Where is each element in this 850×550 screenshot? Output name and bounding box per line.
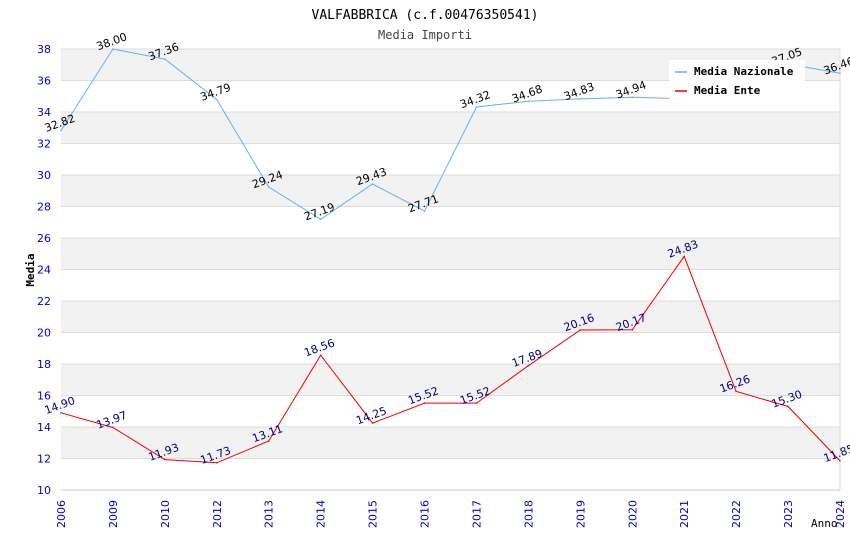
data-point — [527, 364, 530, 367]
data-point — [216, 461, 218, 464]
data-label: 34.32 — [458, 88, 492, 111]
x-tick-labels: 2006 2009 2010 2012 2013 2014 2015 2016 2017 2018… — [55, 500, 847, 528]
y-tick-label: 20 — [37, 327, 51, 340]
data-point — [319, 218, 322, 221]
data-point — [631, 329, 634, 331]
band — [61, 238, 840, 270]
y-tick-label: 30 — [37, 169, 51, 182]
data-point — [60, 129, 62, 132]
y-tick-labels: 10 12 14 16 18 20 22 24 26 28 30 32 34 36 38 — [37, 43, 51, 497]
y-tick-label: 32 — [37, 138, 51, 151]
x-tick-label: 2014 — [315, 500, 328, 528]
legend-label-ente: Media Ente — [694, 84, 761, 97]
x-tick-label: 2010 — [159, 500, 172, 528]
x-tick-label: 2021 — [678, 500, 691, 528]
data-point — [267, 440, 270, 442]
band — [61, 175, 840, 207]
x-tick-label: 2018 — [522, 500, 535, 528]
x-tick-label: 2015 — [367, 500, 380, 528]
y-axis-label: Media — [24, 253, 37, 286]
band — [61, 364, 840, 396]
legend-box — [669, 60, 805, 102]
data-point — [579, 329, 582, 331]
data-point — [112, 48, 114, 50]
y-tick-label: 22 — [37, 295, 51, 308]
data-point — [475, 106, 478, 108]
data-point — [371, 422, 374, 424]
y-tick-label: 36 — [37, 75, 51, 88]
y-tick-label: 34 — [37, 106, 51, 119]
data-point — [423, 210, 426, 212]
x-axis-label: Anno — [811, 517, 838, 530]
chart-subtitle: Media Importi — [378, 28, 472, 42]
data-point — [423, 402, 426, 404]
data-point — [164, 58, 166, 60]
data-point — [631, 96, 634, 98]
background-bands — [61, 49, 840, 459]
y-tick-label: 14 — [37, 421, 51, 434]
data-label: 34.79 — [199, 81, 233, 104]
data-point — [787, 405, 789, 408]
x-tick-label: 2017 — [470, 500, 483, 528]
data-point — [60, 412, 62, 414]
data-point — [319, 354, 322, 356]
x-tick-label: 2016 — [419, 500, 432, 528]
legend-label-nazionale: Media Nazionale — [694, 65, 794, 78]
data-point — [267, 186, 270, 188]
series-line-1 — [60, 255, 841, 464]
data-label: 34.83 — [562, 80, 596, 103]
y-tick-label: 16 — [37, 390, 51, 403]
data-label: 14.25 — [354, 404, 388, 427]
data-point — [112, 426, 114, 429]
y-tick-label: 38 — [37, 43, 51, 56]
x-tick-label: 2013 — [263, 500, 276, 528]
data-point — [839, 72, 841, 75]
y-tick-label: 26 — [37, 232, 51, 245]
chart-title: VALFABBRICA (c.f.00476350541) — [312, 8, 539, 23]
y-tick-label: 12 — [37, 453, 51, 466]
data-point — [683, 255, 685, 258]
x-tick-label: 2023 — [782, 500, 795, 528]
data-point — [216, 98, 218, 101]
x-tick-label: 2009 — [107, 500, 120, 528]
y-tick-label: 24 — [37, 264, 51, 277]
data-label: 34.68 — [510, 83, 544, 106]
data-point — [164, 458, 166, 461]
data-label: 18.56 — [302, 336, 336, 359]
band — [61, 112, 840, 144]
band — [61, 301, 840, 333]
data-point — [527, 100, 530, 103]
data-point — [735, 390, 737, 393]
data-point — [839, 460, 841, 462]
x-tick-label: 2022 — [730, 500, 743, 528]
x-tick-label: 2012 — [211, 500, 224, 528]
band — [61, 427, 840, 459]
x-tick-label: 2006 — [55, 500, 68, 528]
data-point — [371, 183, 374, 185]
y-tick-label: 10 — [37, 484, 51, 497]
data-point — [475, 402, 478, 404]
y-tick-label: 18 — [37, 358, 51, 371]
legend: Media Nazionale Media Ente — [669, 60, 805, 102]
x-tick-label: 2019 — [574, 500, 587, 528]
data-point — [579, 98, 582, 100]
x-tick-label: 2020 — [626, 500, 639, 528]
x-tick-label: 2024 — [834, 500, 847, 528]
y-tick-label: 28 — [37, 201, 51, 214]
